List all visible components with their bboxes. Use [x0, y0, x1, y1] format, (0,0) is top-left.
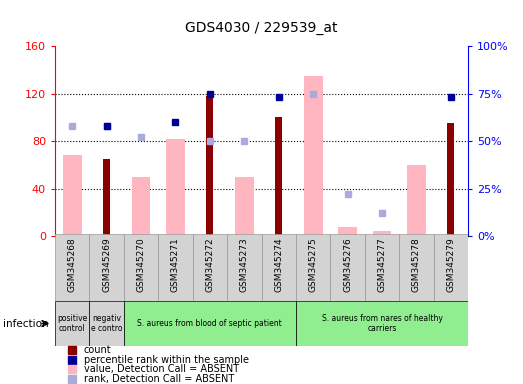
Text: GDS4030 / 229539_at: GDS4030 / 229539_at — [185, 21, 338, 35]
Text: S. aureus from nares of healthy
carriers: S. aureus from nares of healthy carriers — [322, 314, 442, 333]
Bar — [207, 96, 213, 236]
Bar — [372, 232, 392, 236]
Bar — [103, 159, 110, 236]
Bar — [63, 156, 82, 236]
Bar — [192, 234, 227, 301]
Bar — [331, 234, 365, 301]
Bar — [124, 234, 158, 301]
Text: GSM345275: GSM345275 — [309, 238, 317, 292]
Bar — [296, 301, 468, 346]
Text: percentile rank within the sample: percentile rank within the sample — [84, 355, 249, 365]
Bar — [434, 234, 468, 301]
Text: GSM345276: GSM345276 — [343, 238, 352, 292]
Bar — [89, 234, 124, 301]
Bar — [275, 118, 282, 236]
Text: negativ
e contro: negativ e contro — [91, 314, 122, 333]
Bar — [55, 234, 89, 301]
Text: GSM345272: GSM345272 — [206, 238, 214, 292]
Bar — [365, 234, 399, 301]
Bar — [55, 301, 89, 346]
Text: value, Detection Call = ABSENT: value, Detection Call = ABSENT — [84, 364, 239, 374]
Bar — [131, 177, 151, 236]
Text: GSM345273: GSM345273 — [240, 238, 249, 292]
Bar — [124, 301, 296, 346]
Text: GSM345277: GSM345277 — [378, 238, 386, 292]
Bar — [448, 123, 454, 236]
Bar — [262, 234, 296, 301]
Bar — [235, 177, 254, 236]
Text: GSM345270: GSM345270 — [137, 238, 145, 292]
Bar — [304, 76, 323, 236]
Text: GSM345279: GSM345279 — [446, 238, 456, 292]
Bar — [89, 301, 124, 346]
Text: GSM345271: GSM345271 — [171, 238, 180, 292]
Text: GSM345274: GSM345274 — [274, 238, 283, 292]
Text: S. aureus from blood of septic patient: S. aureus from blood of septic patient — [138, 319, 282, 328]
Bar — [227, 234, 262, 301]
Bar — [399, 234, 434, 301]
Bar — [296, 234, 331, 301]
Text: GSM345269: GSM345269 — [102, 238, 111, 292]
Text: rank, Detection Call = ABSENT: rank, Detection Call = ABSENT — [84, 374, 234, 384]
Bar — [158, 234, 192, 301]
Bar — [166, 139, 185, 236]
Text: GSM345268: GSM345268 — [67, 238, 77, 292]
Bar — [407, 165, 426, 236]
Text: count: count — [84, 345, 111, 355]
Text: infection: infection — [3, 318, 48, 329]
Bar — [338, 227, 357, 236]
Text: positive
control: positive control — [57, 314, 87, 333]
Text: GSM345278: GSM345278 — [412, 238, 421, 292]
